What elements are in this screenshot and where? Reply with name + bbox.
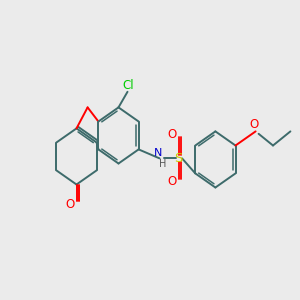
Text: O: O bbox=[65, 197, 74, 211]
Text: H: H bbox=[159, 159, 166, 169]
Text: O: O bbox=[167, 128, 176, 142]
Text: Cl: Cl bbox=[122, 79, 134, 92]
Text: S: S bbox=[174, 152, 183, 165]
Text: O: O bbox=[250, 118, 259, 131]
Text: O: O bbox=[167, 175, 176, 188]
Text: N: N bbox=[154, 148, 162, 158]
